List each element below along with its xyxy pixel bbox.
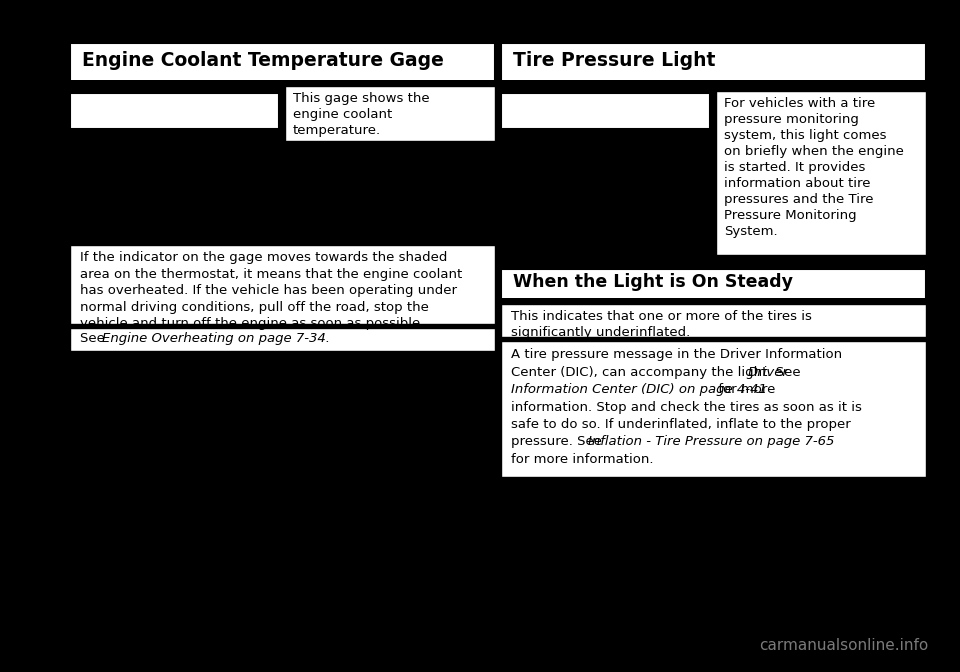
- FancyBboxPatch shape: [716, 91, 926, 255]
- FancyBboxPatch shape: [285, 86, 495, 141]
- Text: This gage shows the
engine coolant
temperature.: This gage shows the engine coolant tempe…: [293, 92, 429, 137]
- Text: for more information.: for more information.: [511, 453, 653, 466]
- FancyBboxPatch shape: [501, 43, 926, 82]
- Text: For vehicles with a tire
pressure monitoring
system, this light comes
on briefly: For vehicles with a tire pressure monito…: [724, 97, 903, 238]
- FancyBboxPatch shape: [70, 43, 495, 82]
- FancyBboxPatch shape: [501, 269, 926, 300]
- Text: If the indicator on the gage moves towards the shaded
area on the thermostat, it: If the indicator on the gage moves towar…: [80, 251, 462, 331]
- FancyBboxPatch shape: [501, 93, 710, 129]
- Text: When the Light is On Steady: When the Light is On Steady: [513, 273, 793, 291]
- Text: safe to do so. If underinflated, inflate to the proper: safe to do so. If underinflated, inflate…: [511, 418, 851, 431]
- Text: Center (DIC), can accompany the light. See: Center (DIC), can accompany the light. S…: [511, 366, 804, 378]
- Text: information. Stop and check the tires as soon as it is: information. Stop and check the tires as…: [511, 401, 861, 413]
- Text: for more: for more: [714, 383, 776, 396]
- Text: Inflation - Tire Pressure on page 7-65: Inflation - Tire Pressure on page 7-65: [588, 435, 834, 448]
- Text: This indicates that one or more of the tires is
significantly underinflated.: This indicates that one or more of the t…: [511, 310, 811, 339]
- Text: pressure. See: pressure. See: [511, 435, 606, 448]
- FancyBboxPatch shape: [70, 80, 495, 82]
- FancyBboxPatch shape: [70, 328, 495, 351]
- Text: Information Center (DIC) on page 4-41: Information Center (DIC) on page 4-41: [511, 383, 766, 396]
- FancyBboxPatch shape: [70, 93, 279, 129]
- Text: Tire Pressure Light: Tire Pressure Light: [513, 51, 715, 70]
- Text: carmanualsonline.info: carmanualsonline.info: [759, 638, 928, 653]
- Text: See: See: [80, 333, 108, 345]
- Text: Engine Coolant Temperature Gage: Engine Coolant Temperature Gage: [82, 51, 444, 70]
- Text: Engine Overheating on page 7-34.: Engine Overheating on page 7-34.: [102, 333, 330, 345]
- FancyBboxPatch shape: [501, 80, 926, 82]
- FancyBboxPatch shape: [70, 245, 495, 324]
- FancyBboxPatch shape: [501, 298, 926, 300]
- Text: A tire pressure message in the Driver Information: A tire pressure message in the Driver In…: [511, 348, 842, 361]
- FancyBboxPatch shape: [501, 304, 926, 337]
- FancyBboxPatch shape: [501, 341, 926, 477]
- Text: Driver: Driver: [747, 366, 788, 378]
